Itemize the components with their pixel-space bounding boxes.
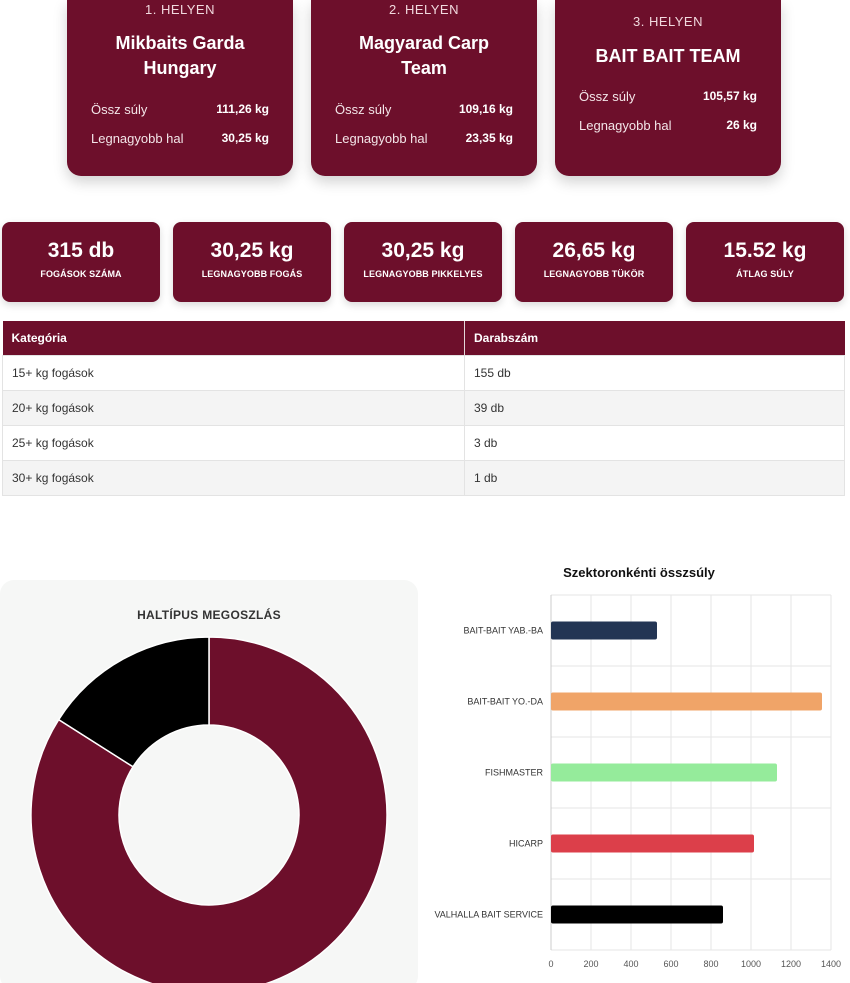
y-category-label: VALHALLA BAIT SERVICE xyxy=(434,910,543,920)
pie-chart-title: HALTÍPUS MEGOSZLÁS xyxy=(137,608,281,622)
stat-label: LEGNAGYOBB TÜKÖR xyxy=(543,269,645,279)
biggest-fish-value: 30,25 kg xyxy=(221,131,269,145)
stat-value: 30,25 kg xyxy=(210,239,294,262)
x-tick-label: 400 xyxy=(623,959,638,969)
total-weight-label: Össz súly xyxy=(335,102,392,117)
category-table: Kategória Darabszám 15+ kg fogások 155 d… xyxy=(2,321,845,496)
total-weight-value: 109,16 kg xyxy=(458,102,513,116)
column-header-category: Kategória xyxy=(2,321,465,355)
biggest-fish-label: Legnagyobb hal xyxy=(335,131,428,146)
bar-1[interactable] xyxy=(551,692,822,711)
podium-total-row: Össz súly 109,16 kg xyxy=(335,102,513,117)
biggest-fish-value: 23,35 kg xyxy=(465,131,513,145)
table-row: 30+ kg fogások 1 db xyxy=(2,459,845,496)
total-weight-value: 105,57 kg xyxy=(702,89,757,103)
fish-type-chart-panel: HALTÍPUS MEGOSZLÁS xyxy=(0,580,418,983)
podium-team-line2: Hungary xyxy=(143,58,217,78)
podium-team-name: Magyarad Carp Team xyxy=(311,31,537,81)
podium-card-3: 3. HELYEN BAIT BAIT TEAM Össz súly 105,5… xyxy=(555,0,781,176)
stat-card-biggest-mirror: 26,65 kg LEGNAGYOBB TÜKÖR xyxy=(515,222,673,302)
stat-card-average-weight: 15.52 kg ÁTLAG SÚLY xyxy=(686,222,844,302)
podium-biggest-row: Legnagyobb hal 26 kg xyxy=(579,118,757,133)
sector-weight-bar-chart: 0 200 400 600 800 1000 1200 1400 BAIT-BAIT YAB.-… xyxy=(434,594,841,969)
podium-card-1: 1. HELYEN Mikbaits Garda Hungary Össz sú… xyxy=(67,0,293,176)
table-cell-category: 20+ kg fogások xyxy=(2,389,465,426)
y-category-label: BAIT-BAIT YO.-DA xyxy=(467,697,543,707)
podium-total-row: Össz súly 105,57 kg xyxy=(579,89,757,104)
y-category-label: HICARP xyxy=(509,839,543,849)
table-cell-category: 25+ kg fogások xyxy=(2,424,465,461)
stat-value: 26,65 kg xyxy=(552,239,636,262)
podium-team-line1: Mikbaits Garda xyxy=(115,33,245,53)
column-header-count: Darabszám xyxy=(464,321,845,355)
stat-label: LEGNAGYOBB FOGÁS xyxy=(201,269,303,279)
bar-chart-title: Szektoronkénti összsúly xyxy=(563,565,715,580)
podium-team-line1: BAIT BAIT TEAM xyxy=(595,46,741,66)
total-weight-value: 111,26 kg xyxy=(216,102,269,116)
stat-card-biggest-catch: 30,25 kg LEGNAGYOBB FOGÁS xyxy=(173,222,331,302)
y-category-label: BAIT-BAIT YAB.-BA xyxy=(463,626,543,636)
bar-3[interactable] xyxy=(551,834,754,853)
podium-biggest-row: Legnagyobb hal 30,25 kg xyxy=(91,131,269,146)
podium-place: 3. HELYEN xyxy=(632,14,703,29)
bar-4[interactable] xyxy=(551,905,723,924)
stat-card-catch-count: 315 db FOGÁSOK SZÁMA xyxy=(2,222,160,302)
x-tick-label: 1400 xyxy=(821,959,841,969)
biggest-fish-label: Legnagyobb hal xyxy=(579,118,672,133)
table-cell-category: 30+ kg fogások xyxy=(2,459,465,496)
biggest-fish-value: 26 kg xyxy=(726,118,757,132)
podium-place: 2. HELYEN xyxy=(388,2,459,17)
stat-card-biggest-scaly: 30,25 kg LEGNAGYOBB PIKKELYES xyxy=(344,222,502,302)
x-tick-label: 1000 xyxy=(741,959,761,969)
bar-0[interactable] xyxy=(551,621,657,640)
y-category-label: FISHMASTER xyxy=(485,768,544,778)
stat-value: 315 db xyxy=(47,239,115,262)
table-cell-count: 155 db xyxy=(464,354,845,391)
x-tick-label: 800 xyxy=(703,959,718,969)
podium-card-2: 2. HELYEN Magyarad Carp Team Össz súly 1… xyxy=(311,0,537,176)
table-row: 25+ kg fogások 3 db xyxy=(2,424,845,461)
total-weight-label: Össz súly xyxy=(91,102,148,117)
x-tick-label: 0 xyxy=(548,959,553,969)
table-row: 20+ kg fogások 39 db xyxy=(2,389,845,426)
bar-2[interactable] xyxy=(551,763,777,782)
stat-label: FOGÁSOK SZÁMA xyxy=(40,269,122,279)
x-tick-label: 1200 xyxy=(781,959,801,969)
pie-slice-0[interactable] xyxy=(30,636,388,983)
pie-slice-1[interactable] xyxy=(57,636,210,768)
table-cell-count: 39 db xyxy=(464,389,845,426)
podium-total-row: Össz súly 111,26 kg xyxy=(91,102,269,117)
table-cell-count: 3 db xyxy=(464,424,845,461)
fish-type-donut-chart xyxy=(30,636,388,983)
stat-value: 15.52 kg xyxy=(723,239,807,262)
stat-label: ÁTLAG SÚLY xyxy=(736,269,794,279)
table-header-row: Kategória Darabszám xyxy=(2,321,845,355)
podium-team-name: BAIT BAIT TEAM xyxy=(555,44,781,69)
podium-team-line1: Magyarad Carp xyxy=(358,33,490,53)
table-cell-category: 15+ kg fogások xyxy=(2,354,465,391)
biggest-fish-label: Legnagyobb hal xyxy=(91,131,184,146)
total-weight-label: Össz súly xyxy=(579,89,636,104)
podium-place: 1. HELYEN xyxy=(144,2,215,17)
stat-value: 30,25 kg xyxy=(381,239,465,262)
podium-biggest-row: Legnagyobb hal 23,35 kg xyxy=(335,131,513,146)
podium-team-name: Mikbaits Garda Hungary xyxy=(67,31,293,81)
table-row: 15+ kg fogások 155 db xyxy=(2,354,845,391)
stat-label: LEGNAGYOBB PIKKELYES xyxy=(363,269,483,279)
table-cell-count: 1 db xyxy=(464,459,845,496)
x-tick-label: 200 xyxy=(583,959,598,969)
x-tick-label: 600 xyxy=(663,959,678,969)
podium-team-line2: Team xyxy=(401,58,447,78)
